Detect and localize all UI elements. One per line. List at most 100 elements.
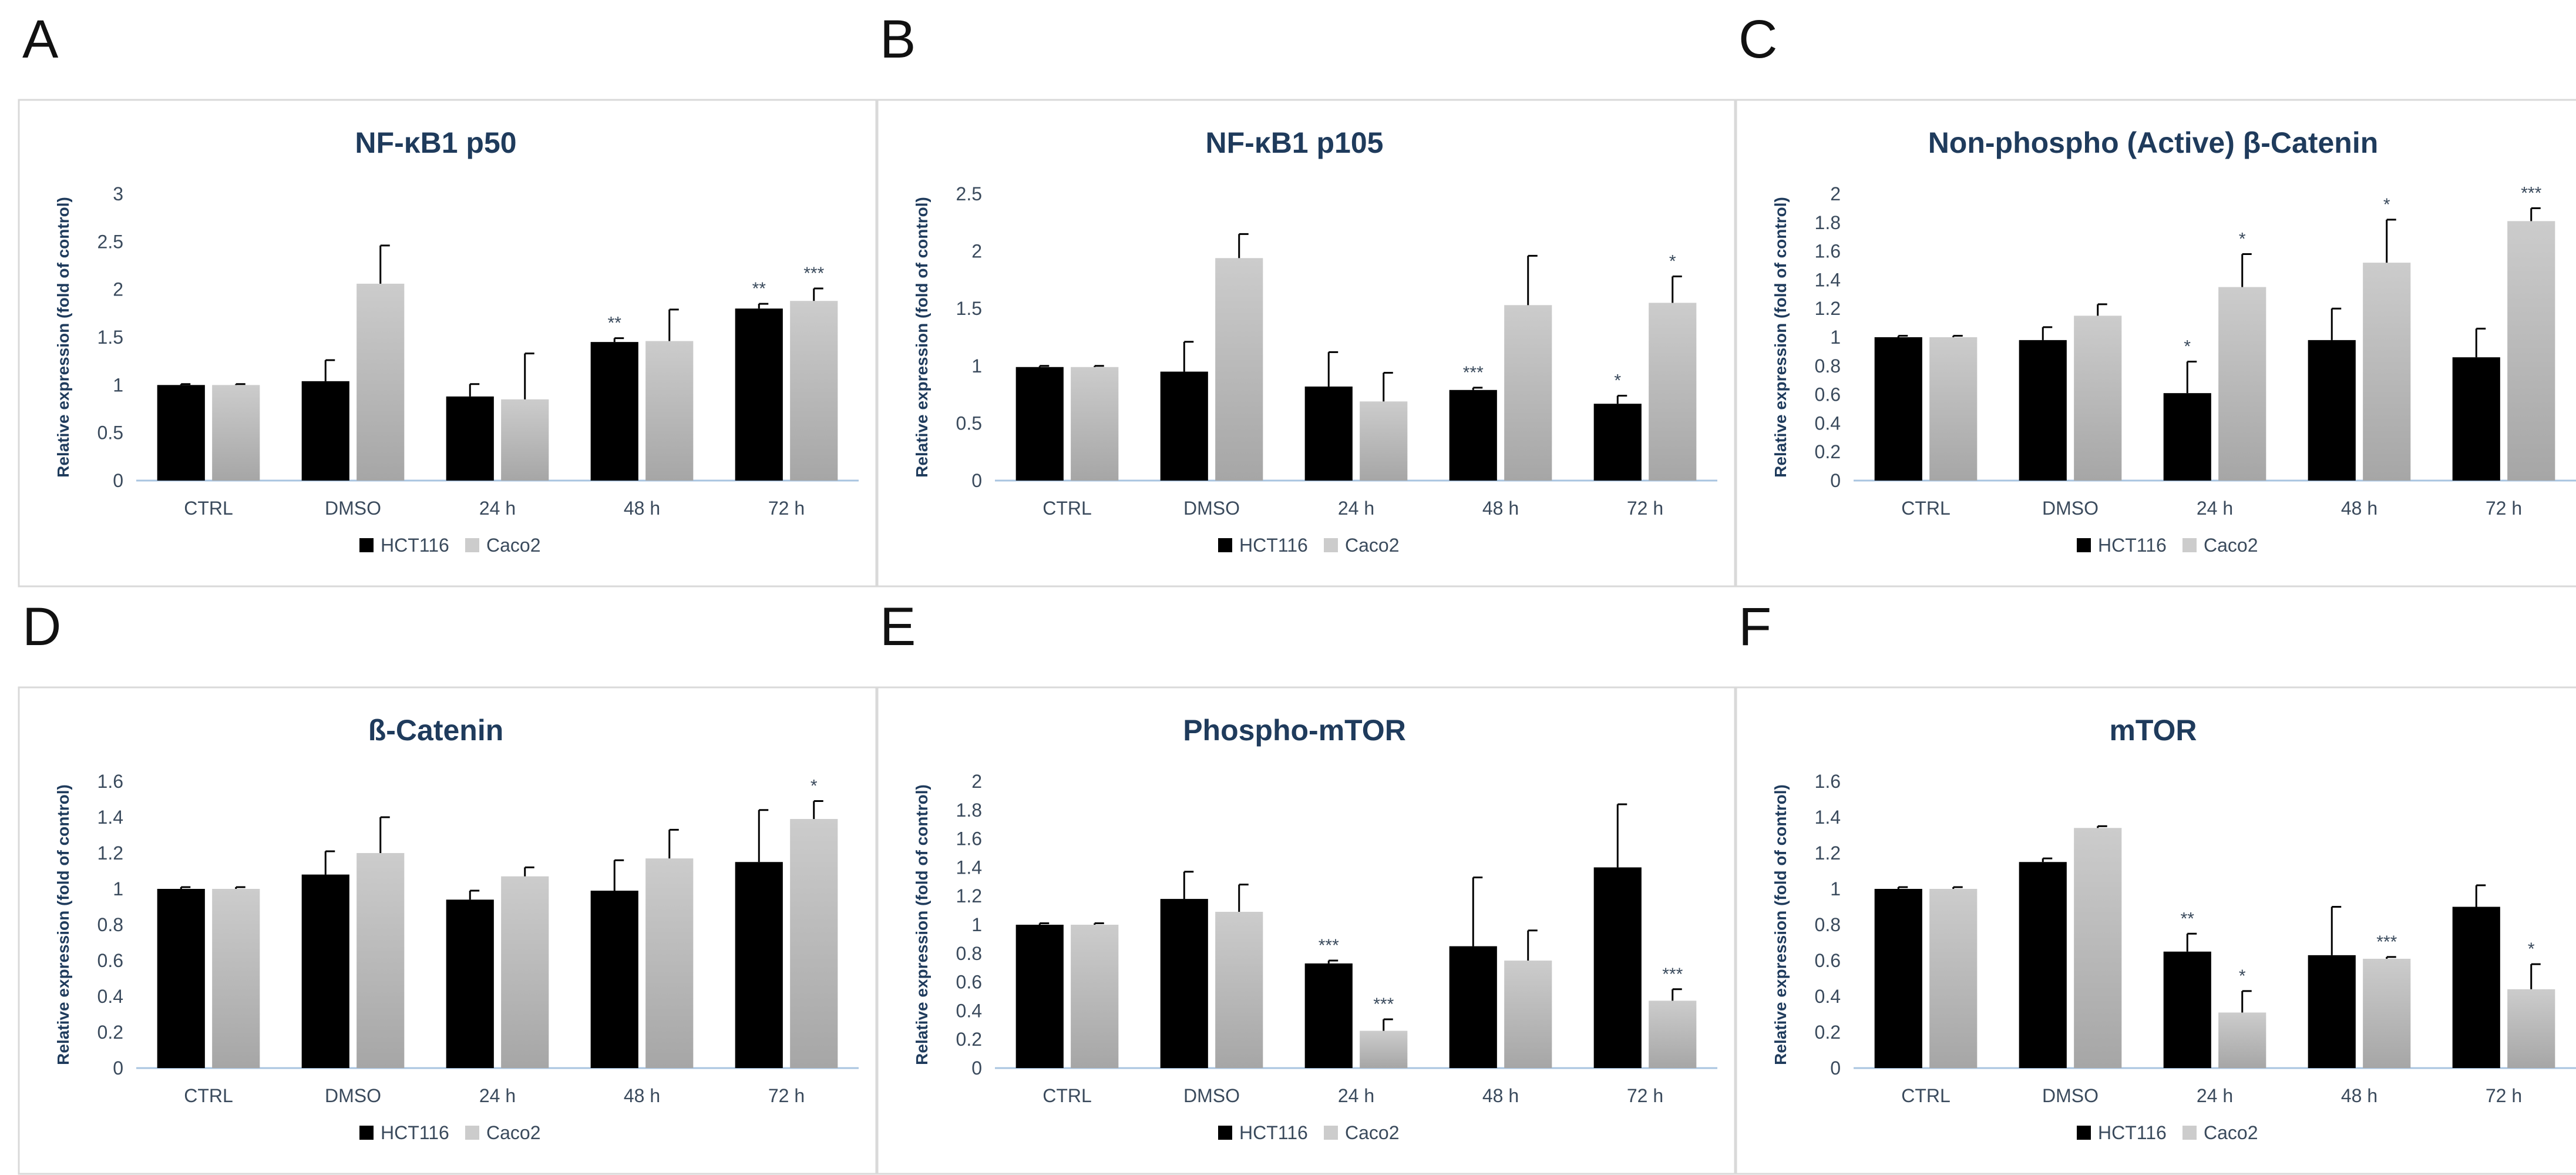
y-tick-label: 1.6 <box>97 771 123 792</box>
bar-hct116-2 <box>446 396 494 481</box>
bar-caco2-3 <box>2363 263 2411 481</box>
bar-hct116-2 <box>1304 963 1353 1068</box>
y-tick-label: 0.8 <box>956 943 982 964</box>
bar-caco2-2 <box>501 399 549 481</box>
bar-hct116-0 <box>1015 925 1064 1068</box>
bar-hct116-3 <box>2308 955 2356 1068</box>
bar-hct116-3 <box>590 891 638 1068</box>
bar-hct116-1 <box>2019 862 2067 1068</box>
bar-caco2-0 <box>1071 367 1119 481</box>
legend-label-caco2: Caco2 <box>2204 535 2258 556</box>
bar-hct116-1 <box>301 874 349 1068</box>
x-tick-label: 72 h <box>2486 498 2522 519</box>
legend-label-caco2: Caco2 <box>1345 535 1400 556</box>
bar-caco2-3 <box>2363 958 2411 1068</box>
bar-caco2-1 <box>2074 828 2122 1068</box>
y-tick-label: 1.6 <box>1815 771 1841 792</box>
y-tick-label: 0.6 <box>97 950 123 971</box>
x-tick-label: CTRL <box>1042 1085 1092 1106</box>
significance-mark: ** <box>752 279 766 298</box>
bar-caco2-0 <box>1071 925 1119 1068</box>
bar-caco2-0 <box>1929 337 1978 481</box>
significance-mark: *** <box>1373 995 1394 1014</box>
x-tick-label: 72 h <box>768 1085 805 1106</box>
y-tick-label: 1 <box>971 914 982 935</box>
bar-hct116-2 <box>2163 393 2211 481</box>
bar-caco2-1 <box>1215 912 1263 1068</box>
y-tick-label: 0 <box>1830 470 1841 491</box>
legend-label-hct116: HCT116 <box>2098 535 2167 556</box>
bar-hct116-3 <box>590 342 638 481</box>
bar-caco2-2 <box>1360 1030 1408 1068</box>
y-tick-label: 0 <box>113 470 123 491</box>
y-tick-label: 2.5 <box>97 231 123 252</box>
y-tick-label: 0.4 <box>956 1000 982 1021</box>
x-tick-label: DMSO <box>2042 498 2099 519</box>
y-tick-label: 0.2 <box>1815 1022 1841 1043</box>
x-tick-label: 72 h <box>1627 498 1663 519</box>
y-tick-label: 0.5 <box>956 412 982 434</box>
y-tick-label: 1.5 <box>97 327 123 348</box>
x-tick-label: CTRL <box>184 1085 233 1106</box>
bar-caco2-0 <box>1929 889 1978 1068</box>
chart-panel-b: B NF-κB1 p105 0 0.5 1 1.5 2 2.5 Relative express… <box>876 9 1736 588</box>
chart-panel-e: E Phospho-mTOR 0 0.2 0.4 0.6 0.8 1 1.2 1.4 1.6 1.8 2… <box>876 597 1736 1175</box>
bar-hct116-4 <box>1593 867 1642 1068</box>
bar-hct116-2 <box>2163 951 2211 1068</box>
legend-swatch-caco2 <box>465 1126 479 1140</box>
x-tick-label: 72 h <box>2486 1085 2522 1106</box>
y-axis-label: Relative expression (fold of control) <box>1771 784 1790 1065</box>
y-tick-label: 0.5 <box>97 422 123 444</box>
y-tick-label: 0.2 <box>1815 441 1841 462</box>
legend-label-caco2: Caco2 <box>486 535 541 556</box>
chart-panel-c: C Non-phospho (Active) β-Catenin 0 0.2 0.4 0.… <box>1735 9 2576 588</box>
y-tick-label: 1.4 <box>956 857 982 878</box>
bar-hct116-0 <box>157 385 205 481</box>
x-tick-label: CTRL <box>1901 1085 1951 1106</box>
y-tick-label: 0.8 <box>1815 914 1841 935</box>
y-tick-label: 1.8 <box>1815 212 1841 233</box>
y-tick-label: 0.6 <box>956 972 982 993</box>
chart-grid: A NF-κB1 p50 0 0.5 1 1.5 2 2.5 3 Relative express… <box>18 9 2576 1175</box>
bar-caco2-4 <box>1649 1001 1697 1068</box>
legend-label-caco2: Caco2 <box>486 1122 541 1143</box>
legend-swatch-caco2 <box>1324 538 1338 552</box>
y-tick-label: 1.2 <box>1815 298 1841 319</box>
panel-letter: D <box>22 597 61 657</box>
panel-letter: C <box>1738 9 1777 69</box>
y-tick-label: 0.4 <box>1815 986 1841 1007</box>
x-tick-label: CTRL <box>1042 498 1092 519</box>
x-tick-label: 24 h <box>479 498 516 519</box>
bar-hct116-1 <box>1160 899 1208 1068</box>
significance-mark: * <box>1669 252 1676 271</box>
bar-hct116-0 <box>1015 367 1064 481</box>
significance-mark: * <box>2184 337 2191 356</box>
x-tick-label: DMSO <box>325 1085 381 1106</box>
y-tick-label: 0.8 <box>1815 355 1841 377</box>
y-tick-label: 1.5 <box>956 298 982 319</box>
y-tick-label: 1 <box>113 878 123 899</box>
chart-title: NF-κB1 p50 <box>355 126 516 159</box>
bar-caco2-4 <box>2507 221 2555 481</box>
x-tick-label: CTRL <box>1901 498 1951 519</box>
legend-swatch-caco2 <box>1324 1126 1338 1140</box>
bar-hct116-3 <box>1449 946 1497 1068</box>
x-tick-label: 72 h <box>1627 1085 1663 1106</box>
legend-label-hct116: HCT116 <box>1239 1122 1308 1143</box>
legend-label-caco2: Caco2 <box>1345 1122 1400 1143</box>
x-tick-label: 48 h <box>2341 498 2377 519</box>
bar-hct116-1 <box>1160 371 1208 481</box>
y-axis-label: Relative expression (fold of control) <box>54 197 72 478</box>
bar-hct116-4 <box>2452 357 2500 481</box>
bar-caco2-2 <box>1360 401 1408 481</box>
x-tick-label: DMSO <box>2042 1085 2099 1106</box>
y-tick-label: 2 <box>113 279 123 300</box>
bar-caco2-4 <box>790 301 838 481</box>
legend-swatch-hct116 <box>2077 1126 2091 1140</box>
y-tick-label: 1.2 <box>956 885 982 907</box>
y-tick-label: 0.4 <box>1815 412 1841 434</box>
x-tick-label: DMSO <box>1183 1085 1240 1106</box>
bar-caco2-3 <box>645 858 694 1068</box>
